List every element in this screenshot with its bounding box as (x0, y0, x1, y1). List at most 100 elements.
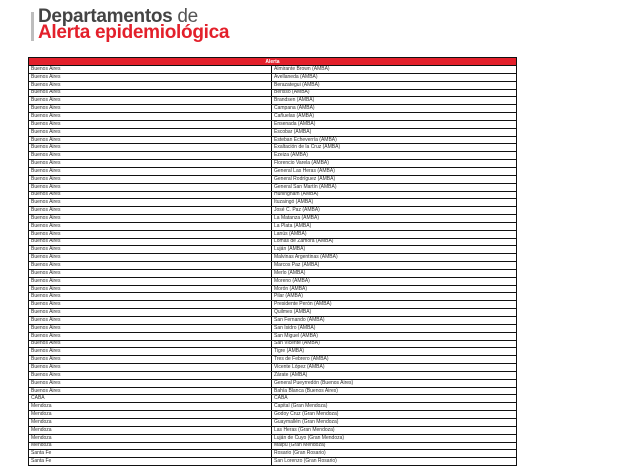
department-cell: Ituzaingó (AMBA) (271, 198, 517, 208)
table-row: Buenos Aires La Plata (AMBA) (28, 221, 517, 231)
province-cell: Buenos Aires (28, 261, 272, 270)
province-cell: Mendoza (28, 425, 272, 435)
province-cell: Buenos Aires (28, 65, 272, 74)
province-cell: Buenos Aires (28, 221, 272, 231)
table-row: Buenos Aires La Matanza (AMBA) (28, 214, 517, 223)
table-row: Mendoza Godoy Cruz (Gran Mendoza) (28, 410, 517, 419)
table-row: Mendoza Capital (Gran Mendoza) (28, 402, 517, 412)
table-row: Buenos Aires San Isidro (AMBA) (28, 323, 517, 333)
province-cell: Buenos Aires (28, 284, 272, 294)
province-cell: Mendoza (28, 417, 272, 427)
province-cell: Buenos Aires (28, 245, 272, 255)
table-row: Buenos Aires General Pueyrredón (Buenos A… (28, 378, 517, 388)
table-row: Buenos Aires General Rodríguez (AMBA) (28, 174, 517, 184)
province-cell: Buenos Aires (28, 198, 272, 208)
table-row: Buenos Aires Esteban Echeverría (AMBA) (28, 135, 517, 145)
department-cell: Brandsen (AMBA) (271, 96, 517, 106)
province-cell: Mendoza (28, 441, 272, 451)
department-cell: Las Heras (Gran Mendoza) (271, 425, 517, 435)
province-cell: Mendoza (28, 410, 272, 419)
province-cell: Buenos Aires (28, 206, 272, 216)
department-cell: Rosario (Gran Rosario) (271, 449, 517, 459)
province-cell: Buenos Aires (28, 174, 272, 184)
table-row: Buenos Aires José C. Paz (AMBA) (28, 206, 517, 216)
table-row: Buenos Aires Avellaneda (AMBA) (28, 72, 517, 82)
department-cell: Malvinas Argentinas (AMBA) (271, 253, 517, 263)
table-row: Buenos Aires Ituzaingó (AMBA) (28, 198, 517, 208)
table-row: Buenos Aires Berisso (AMBA) (28, 88, 517, 98)
province-cell: Buenos Aires (28, 308, 272, 317)
province-cell: Buenos Aires (28, 339, 272, 349)
department-cell: Marcos Paz (AMBA) (271, 261, 517, 270)
province-cell: Buenos Aires (28, 190, 272, 200)
department-cell: Cañuelas (AMBA) (271, 112, 517, 121)
province-cell: Buenos Aires (28, 159, 272, 168)
province-cell: CABA (28, 394, 272, 404)
department-cell: José C. Paz (AMBA) (271, 206, 517, 216)
table-row: Buenos Aires Cañuelas (AMBA) (28, 112, 517, 121)
table-row: Mendoza Luján de Cuyo (Gran Mendoza) (28, 433, 517, 443)
title-bold: Departamentos (38, 6, 173, 27)
department-cell: Tres de Febrero (AMBA) (271, 355, 517, 365)
table-row: Buenos Aires Hurlingham (AMBA) (28, 190, 517, 200)
table-header-row: Alerta (28, 57, 517, 66)
table-row: Buenos Aires Pilar (AMBA) (28, 292, 517, 302)
department-cell: La Matanza (AMBA) (271, 214, 517, 223)
table-row: Buenos Aires General Las Heras (AMBA) (28, 166, 517, 176)
province-cell: Buenos Aires (28, 96, 272, 106)
table-row: Buenos Aires Lanús (AMBA) (28, 229, 517, 239)
province-cell: Buenos Aires (28, 143, 272, 153)
table-row: Buenos Aires Moreno (AMBA) (28, 276, 517, 286)
province-cell: Buenos Aires (28, 370, 272, 380)
department-cell: Maipú (Gran Mendoza) (271, 441, 517, 451)
department-cell: Quilmes (AMBA) (271, 308, 517, 317)
table-header: Alerta (28, 57, 517, 66)
table-row: Buenos Aires Bahía Blanca (Buenos Aires) (28, 386, 517, 396)
table-row: CABA CABA (28, 394, 517, 404)
province-cell: Santa Fe (28, 449, 272, 459)
province-cell: Buenos Aires (28, 276, 272, 286)
province-cell: Mendoza (28, 402, 272, 412)
department-cell: General San Martín (AMBA) (271, 182, 517, 192)
department-cell: San Isidro (AMBA) (271, 323, 517, 333)
table-row: Buenos Aires Tigre (AMBA) (28, 347, 517, 357)
department-cell: Pilar (AMBA) (271, 292, 517, 302)
department-cell: Godoy Cruz (Gran Mendoza) (271, 410, 517, 419)
province-cell: Buenos Aires (28, 300, 272, 310)
table-row: Buenos Aires General San Martín (AMBA) (28, 182, 517, 192)
province-cell: Buenos Aires (28, 323, 272, 333)
table-row: Buenos Aires Almirante Brown (AMBA) (28, 65, 517, 74)
table-row: Buenos Aires Brandsen (AMBA) (28, 96, 517, 106)
title-red: Alerta epidemiológica (38, 22, 230, 43)
table-row: Buenos Aires Zárate (AMBA) (28, 370, 517, 380)
table-row: Buenos Aires Presidente Perón (AMBA) (28, 300, 517, 310)
department-cell: Merlo (AMBA) (271, 268, 517, 278)
department-cell: General Pueyrredón (Buenos Aires) (271, 378, 517, 388)
department-cell: Berisso (AMBA) (271, 88, 517, 98)
table-row: Mendoza Maipú (Gran Mendoza) (28, 441, 517, 451)
department-cell: Luján de Cuyo (Gran Mendoza) (271, 433, 517, 443)
department-cell: Bahía Blanca (Buenos Aires) (271, 386, 517, 396)
department-cell: Avellaneda (AMBA) (271, 72, 517, 82)
alert-table: Alerta Buenos Aires Almirante Brown (AMBA… (28, 57, 517, 467)
table-row: Santa Fe San Lorenzo (Gran Rosario) (28, 457, 517, 467)
province-cell: Buenos Aires (28, 104, 272, 114)
department-cell: San Vicente (AMBA) (271, 339, 517, 349)
department-cell: Guaymallén (Gran Mendoza) (271, 417, 517, 427)
province-cell: Mendoza (28, 433, 272, 443)
table-row: Buenos Aires Tres de Febrero (AMBA) (28, 355, 517, 365)
table-row: Buenos Aires Exaltación de la Cruz (AMBA) (28, 143, 517, 153)
department-cell: Capital (Gran Mendoza) (271, 402, 517, 412)
department-cell: Ensenada (AMBA) (271, 119, 517, 129)
department-cell: Tigre (AMBA) (271, 347, 517, 357)
table-row: Buenos Aires Florencio Varela (AMBA) (28, 159, 517, 168)
province-cell: Buenos Aires (28, 331, 272, 341)
department-cell: Moreno (AMBA) (271, 276, 517, 286)
province-cell: Buenos Aires (28, 112, 272, 121)
table-row: Buenos Aires Vicente López (AMBA) (28, 363, 517, 372)
province-cell: Buenos Aires (28, 88, 272, 98)
province-cell: Buenos Aires (28, 135, 272, 145)
province-cell: Buenos Aires (28, 355, 272, 365)
table-row: Buenos Aires Berazategui (AMBA) (28, 80, 517, 90)
table-row: Buenos Aires San Fernando (AMBA) (28, 316, 517, 325)
